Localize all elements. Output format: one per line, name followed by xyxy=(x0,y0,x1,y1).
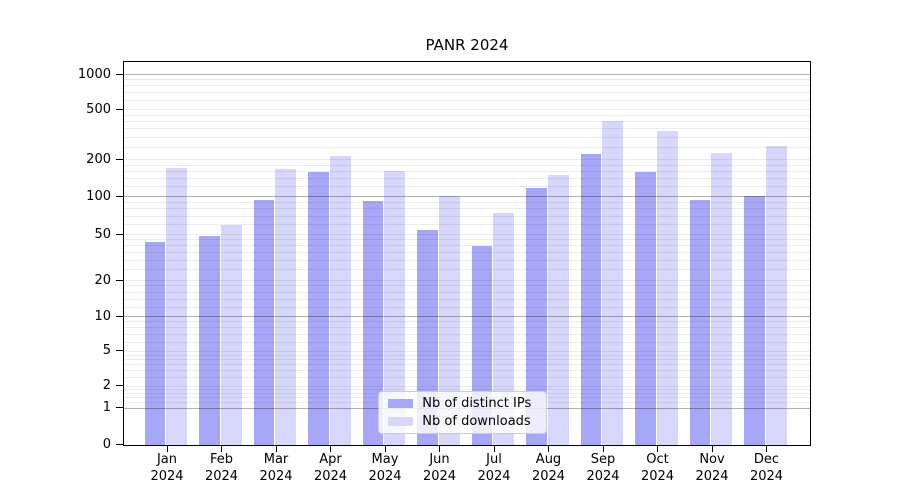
x-tick-label-apr: Apr 2024 xyxy=(313,452,348,484)
chart-title: PANR 2024 xyxy=(425,36,509,54)
x-tick-label-sep: Sep 2024 xyxy=(586,452,620,484)
bar-downloads-jun xyxy=(438,196,460,445)
x-tick-label-jul: Jul 2024 xyxy=(477,452,511,484)
y-tick-mark xyxy=(116,315,123,317)
bar-downloads-jul xyxy=(493,212,515,445)
y-tick-label: 20 xyxy=(94,272,111,288)
bar-distinct-ips-mar xyxy=(253,200,275,445)
y-tick-label: 5 xyxy=(102,343,111,359)
bar-downloads-may xyxy=(384,170,406,445)
y-tick-mark xyxy=(116,108,123,110)
x-tick-label-feb: Feb 2024 xyxy=(204,452,239,484)
y-tick-mark xyxy=(116,385,123,386)
downloads-swatch xyxy=(388,417,414,426)
bar-downloads-nov xyxy=(711,152,733,445)
major-gridline xyxy=(123,74,810,75)
y-tick-label: 100 xyxy=(86,188,111,204)
plot-area: Nb of distinct IPs Nb of downloads xyxy=(123,62,810,445)
x-tick-mark xyxy=(439,445,440,452)
x-tick-mark xyxy=(657,445,658,452)
minor-gridline xyxy=(123,109,810,110)
x-tick-mark xyxy=(548,445,549,452)
x-tick-mark xyxy=(330,445,331,452)
x-tick-label-oct: Oct 2024 xyxy=(640,452,675,484)
major-gridline xyxy=(123,196,810,198)
x-tick-label-nov: Nov 2024 xyxy=(695,452,729,484)
minor-gridline xyxy=(123,85,810,87)
y-tick-label: 1 xyxy=(102,400,111,415)
minor-gridline xyxy=(123,92,810,93)
minor-gridline xyxy=(123,164,810,166)
x-tick-mark xyxy=(166,445,168,452)
x-tick-mark xyxy=(493,445,495,452)
legend-label: Nb of downloads xyxy=(422,414,531,429)
x-tick-mark xyxy=(711,445,713,452)
minor-gridline xyxy=(123,79,810,81)
bar-distinct-ips-feb xyxy=(199,236,220,445)
y-tick-mark xyxy=(116,407,123,408)
x-tick-mark xyxy=(221,445,222,452)
y-tick-mark xyxy=(116,279,123,281)
bar-distinct-ips-jan xyxy=(144,241,166,445)
minor-gridline xyxy=(123,136,810,138)
y-tick-mark xyxy=(116,195,123,197)
y-tick-label: 50 xyxy=(94,226,111,242)
minor-gridline xyxy=(123,121,810,123)
bar-distinct-ips-nov xyxy=(689,200,711,445)
bar-downloads-sep xyxy=(602,121,624,445)
x-tick-label-may: May 2024 xyxy=(368,452,402,484)
y-tick-mark xyxy=(116,444,123,446)
bar-distinct-ips-sep xyxy=(580,154,602,445)
bar-distinct-ips-may xyxy=(362,201,384,445)
bar-distinct-ips-aug xyxy=(526,187,547,445)
y-tick-label: 10 xyxy=(94,308,111,324)
x-tick-mark xyxy=(602,445,604,452)
legend-item-distinct-ips: Nb of distinct IPs xyxy=(388,396,536,411)
bar-downloads-dec xyxy=(765,146,787,445)
minor-gridline xyxy=(123,114,810,116)
y-tick-mark xyxy=(116,350,123,352)
legend-item-downloads: Nb of downloads xyxy=(388,414,536,429)
minor-gridline xyxy=(123,171,810,172)
minor-gridline xyxy=(123,186,810,188)
y-tick-mark xyxy=(116,233,123,235)
x-tick-label-mar: Mar 2024 xyxy=(259,452,293,484)
bar-downloads-mar xyxy=(275,169,297,445)
x-tick-label-dec: Dec 2024 xyxy=(749,452,784,484)
minor-gridline xyxy=(123,99,810,101)
minor-gridline xyxy=(123,159,810,160)
bar-distinct-ips-jun xyxy=(417,229,438,445)
x-tick-label-jan: Jan 2024 xyxy=(150,452,184,484)
minor-gridline xyxy=(123,146,810,148)
legend: Nb of distinct IPs Nb of downloads xyxy=(378,391,547,434)
bar-distinct-ips-apr xyxy=(308,171,329,445)
minor-gridline xyxy=(123,128,810,130)
minor-gridline xyxy=(123,178,810,180)
x-tick-mark xyxy=(275,445,277,452)
distinct-ips-swatch xyxy=(388,399,414,408)
y-tick-label: 2 xyxy=(102,378,111,393)
bar-distinct-ips-dec xyxy=(744,196,765,445)
bar-downloads-aug xyxy=(547,174,569,445)
bar-downloads-jan xyxy=(166,167,188,445)
bar-downloads-apr xyxy=(329,155,351,445)
y-tick-label: 0 xyxy=(102,437,111,453)
bar-downloads-oct xyxy=(656,130,678,445)
x-tick-label-jun: Jun 2024 xyxy=(422,452,457,484)
x-tick-label-aug: Aug 2024 xyxy=(531,452,566,484)
legend-label: Nb of distinct IPs xyxy=(422,396,532,411)
bar-downloads-feb xyxy=(220,225,242,445)
y-tick-label: 200 xyxy=(86,151,111,167)
y-tick-mark xyxy=(116,73,123,75)
x-tick-mark xyxy=(766,445,767,452)
bar-distinct-ips-oct xyxy=(635,171,656,445)
x-tick-mark xyxy=(384,445,386,452)
y-tick-label: 1000 xyxy=(77,66,111,82)
y-tick-mark xyxy=(116,158,123,160)
y-tick-label: 500 xyxy=(86,101,111,117)
